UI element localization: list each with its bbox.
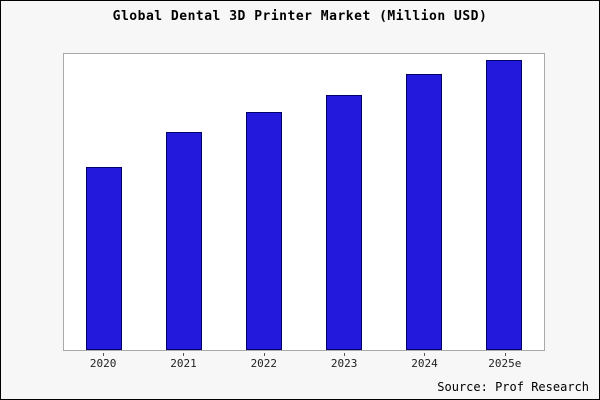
bar-slot [64,54,144,350]
source-credit: Source: Prof Research [437,380,589,394]
x-tick-label-2024: 2024 [384,353,464,370]
bar-2024 [406,74,442,350]
chart-title: Global Dental 3D Printer Market (Million… [112,9,488,24]
bar-slot [144,54,224,350]
bar-slot [384,54,464,350]
x-axis-tick-labels: 2020 2021 2022 2023 2024 2025e [63,353,545,370]
bar-slot [224,54,304,350]
bar-2025e [486,59,522,350]
bar-2020 [86,167,122,350]
bar-2023 [326,94,362,350]
bar-slot [464,54,544,350]
x-tick-label-2023: 2023 [304,353,384,370]
bar-2021 [166,132,202,350]
x-tick-label-2021: 2021 [143,353,223,370]
x-tick-label-2022: 2022 [224,353,304,370]
bar-slot [304,54,384,350]
x-tick-label-2025e: 2025e [465,353,545,370]
plot-area [63,53,545,351]
x-tick-label-2020: 2020 [63,353,143,370]
bar-2022 [246,112,282,350]
